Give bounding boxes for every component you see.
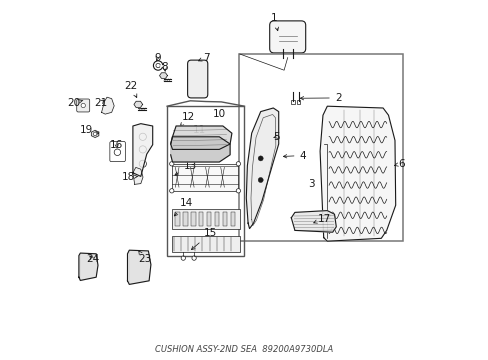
Circle shape — [192, 256, 196, 260]
Bar — [171, 164, 238, 191]
Circle shape — [139, 146, 146, 153]
Bar — [296, 100, 300, 104]
Circle shape — [104, 103, 110, 108]
Circle shape — [153, 61, 163, 70]
FancyBboxPatch shape — [77, 99, 89, 112]
Text: 16: 16 — [110, 140, 123, 150]
FancyBboxPatch shape — [187, 60, 207, 98]
Text: 8: 8 — [161, 62, 167, 72]
Circle shape — [258, 156, 263, 161]
Text: 12: 12 — [180, 112, 195, 126]
Text: 19: 19 — [80, 125, 99, 135]
Circle shape — [93, 132, 97, 136]
Polygon shape — [159, 73, 167, 78]
Circle shape — [139, 133, 146, 140]
Polygon shape — [102, 97, 114, 114]
Text: CUSHION ASSY-2ND SEA  89200A9730DLA: CUSHION ASSY-2ND SEA 89200A9730DLA — [155, 345, 333, 354]
Bar — [215, 212, 219, 226]
Text: 17: 17 — [313, 213, 330, 224]
Text: 13: 13 — [175, 161, 197, 175]
Circle shape — [236, 162, 240, 166]
Text: 24: 24 — [86, 254, 99, 264]
Text: 10: 10 — [212, 109, 225, 120]
Bar — [191, 212, 195, 226]
Text: 15: 15 — [191, 228, 217, 249]
Bar — [230, 212, 235, 226]
Circle shape — [139, 160, 146, 167]
Polygon shape — [291, 211, 336, 232]
FancyBboxPatch shape — [110, 141, 125, 162]
Circle shape — [181, 256, 185, 260]
Bar — [223, 212, 227, 226]
Text: 11: 11 — [192, 125, 206, 144]
Polygon shape — [91, 130, 99, 138]
Polygon shape — [170, 126, 231, 149]
Circle shape — [169, 162, 174, 166]
FancyBboxPatch shape — [269, 21, 305, 53]
Polygon shape — [134, 101, 142, 108]
Text: 7: 7 — [198, 53, 209, 63]
Text: 18: 18 — [122, 172, 138, 182]
Bar — [167, 106, 244, 256]
Bar — [183, 212, 187, 226]
Circle shape — [156, 63, 160, 68]
Text: 4: 4 — [283, 150, 305, 161]
Text: 23: 23 — [138, 251, 151, 264]
Text: 14: 14 — [174, 198, 192, 216]
Bar — [175, 212, 179, 226]
Text: 21: 21 — [94, 98, 107, 108]
Text: 1: 1 — [270, 13, 278, 31]
Bar — [171, 209, 240, 229]
Circle shape — [114, 149, 121, 156]
Polygon shape — [127, 250, 151, 284]
Text: 6: 6 — [394, 159, 404, 169]
Polygon shape — [320, 106, 395, 241]
Text: 5: 5 — [273, 132, 280, 142]
Text: 22: 22 — [124, 81, 138, 98]
Polygon shape — [133, 167, 142, 184]
Circle shape — [258, 177, 263, 183]
Bar — [171, 236, 240, 252]
Text: 2: 2 — [300, 93, 341, 103]
Polygon shape — [133, 123, 152, 176]
Bar — [239, 54, 402, 241]
Text: 20: 20 — [67, 98, 82, 108]
Bar — [199, 212, 203, 226]
Circle shape — [236, 189, 240, 193]
Text: 9: 9 — [154, 53, 161, 63]
Text: 3: 3 — [307, 179, 314, 189]
Polygon shape — [79, 253, 98, 280]
Polygon shape — [170, 137, 230, 162]
Bar — [290, 100, 294, 104]
Circle shape — [81, 103, 85, 108]
Circle shape — [169, 189, 174, 193]
Polygon shape — [246, 108, 278, 229]
Bar — [206, 212, 211, 226]
